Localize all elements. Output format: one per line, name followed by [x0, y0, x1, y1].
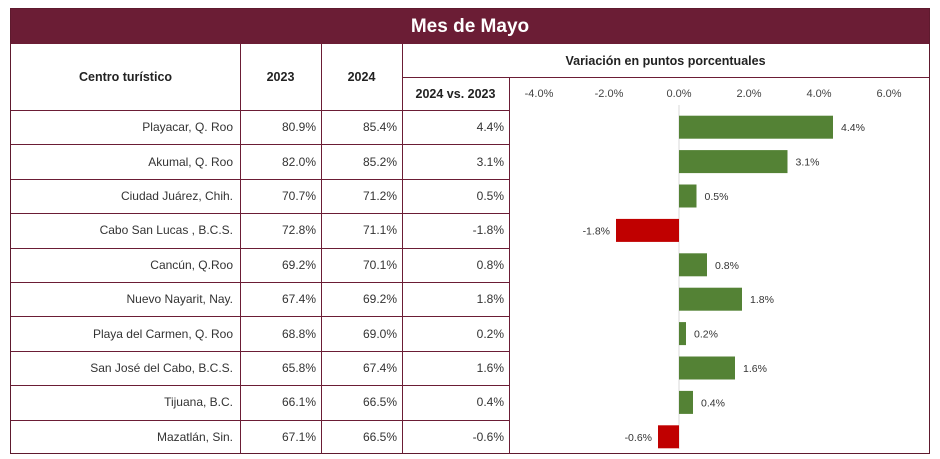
bar	[679, 322, 686, 346]
divider	[402, 77, 929, 78]
row-divider	[11, 419, 509, 421]
page-title: Mes de Mayo	[11, 9, 929, 44]
data-label: 0.5%	[705, 191, 729, 203]
cell-center-name: Akumal, Q. Roo	[148, 154, 233, 169]
cell-2023: 66.1%	[281, 395, 316, 410]
cell-diff: 3.1%	[476, 154, 504, 169]
bar	[679, 253, 707, 277]
row-divider	[11, 247, 509, 249]
cell-diff: -0.6%	[472, 429, 504, 444]
x-tick-label: 0.0%	[666, 88, 691, 100]
bar	[679, 150, 788, 174]
cell-2023: 72.8%	[281, 223, 316, 238]
cell-center-name: San José del Cabo, B.C.S.	[90, 360, 233, 375]
cell-center-name: Playa del Carmen, Q. Roo	[92, 326, 233, 341]
table-panel: Mes de Mayo Centro turístico 2023 2024 V…	[10, 8, 930, 454]
variation-bar-chart: -4.0% -2.0% 0.0% 2.0% 4.0% 6.0% 4.4% 3.1% 0.5% -1…	[525, 88, 902, 449]
row-divider	[11, 178, 509, 180]
cell-2024: 71.2%	[362, 188, 397, 203]
cell-diff: 4.4%	[476, 120, 504, 135]
cell-diff: 1.6%	[476, 360, 504, 375]
cell-2023: 67.1%	[281, 429, 316, 444]
row-divider	[11, 316, 509, 318]
cell-2024: 66.5%	[362, 429, 397, 444]
divider	[509, 77, 510, 454]
cell-center-name: Mazatlán, Sin.	[156, 429, 233, 444]
header-variacion: Variación en puntos porcentuales	[565, 53, 766, 68]
data-label: -1.8%	[583, 225, 610, 237]
data-label: 3.1%	[796, 157, 820, 169]
cell-2024: 71.1%	[362, 223, 397, 238]
cell-2023: 70.7%	[281, 188, 316, 203]
data-label: 0.4%	[701, 397, 725, 409]
cell-2024: 85.2%	[362, 154, 397, 169]
row-divider	[11, 282, 509, 283]
cell-2023: 65.8%	[281, 360, 316, 375]
data-label: 1.8%	[750, 294, 774, 306]
x-tick-label: 2.0%	[736, 88, 761, 100]
data-label: 0.8%	[715, 260, 739, 272]
cell-2023: 67.4%	[281, 292, 316, 307]
bar	[679, 115, 833, 139]
cell-diff: 0.5%	[476, 188, 504, 203]
row-divider	[11, 213, 509, 215]
row-divider	[11, 385, 509, 387]
bar	[658, 425, 679, 449]
cell-2024: 70.1%	[362, 257, 397, 272]
cell-center-name: Ciudad Juárez, Chih.	[120, 188, 233, 203]
cell-2024: 67.4%	[362, 360, 397, 375]
cell-2023: 69.2%	[281, 257, 316, 272]
cell-2023: 82.0%	[281, 154, 316, 169]
row-divider	[11, 350, 509, 352]
header-centro: Centro turístico	[78, 70, 173, 84]
data-label: 0.2%	[694, 329, 718, 341]
cell-2023: 68.8%	[281, 326, 316, 341]
header-2024: 2024	[347, 70, 376, 84]
header-comparison: 2024 vs. 2023	[415, 86, 496, 101]
bar	[679, 287, 742, 311]
x-tick-label: 6.0%	[876, 88, 901, 100]
cell-2024: 69.0%	[362, 326, 397, 341]
data-label: 4.4%	[841, 122, 865, 134]
row-divider	[11, 144, 509, 146]
divider	[240, 44, 241, 454]
bar	[679, 356, 735, 380]
bar	[679, 390, 693, 414]
x-tick-label: -2.0%	[595, 88, 624, 100]
cell-2024: 66.5%	[362, 395, 397, 410]
bar	[616, 218, 679, 242]
cell-diff: 0.4%	[476, 395, 504, 410]
cell-2024: 69.2%	[362, 292, 397, 307]
x-tick-label: -4.0%	[525, 88, 554, 100]
cell-diff: 1.8%	[476, 292, 504, 307]
cell-diff: -1.8%	[472, 223, 504, 238]
row-divider	[11, 110, 509, 111]
cell-2024: 85.4%	[362, 120, 397, 135]
cell-center-name: Nuevo Nayarit, Nay.	[126, 292, 233, 307]
cell-diff: 0.8%	[476, 257, 504, 272]
cell-diff: 0.2%	[476, 326, 504, 341]
data-label: -0.6%	[625, 432, 652, 444]
divider	[321, 44, 322, 454]
cell-center-name: Tijuana, B.C.	[164, 395, 233, 410]
cell-center-name: Cancún, Q.Roo	[150, 257, 233, 272]
bar	[679, 184, 697, 208]
divider	[402, 44, 403, 454]
header-2023: 2023	[266, 70, 295, 84]
data-label: 1.6%	[743, 363, 767, 375]
x-tick-label: 4.0%	[806, 88, 831, 100]
cell-2023: 80.9%	[281, 120, 316, 135]
cell-center-name: Playacar, Q. Roo	[142, 120, 233, 135]
cell-center-name: Cabo San Lucas , B.C.S.	[99, 223, 233, 238]
